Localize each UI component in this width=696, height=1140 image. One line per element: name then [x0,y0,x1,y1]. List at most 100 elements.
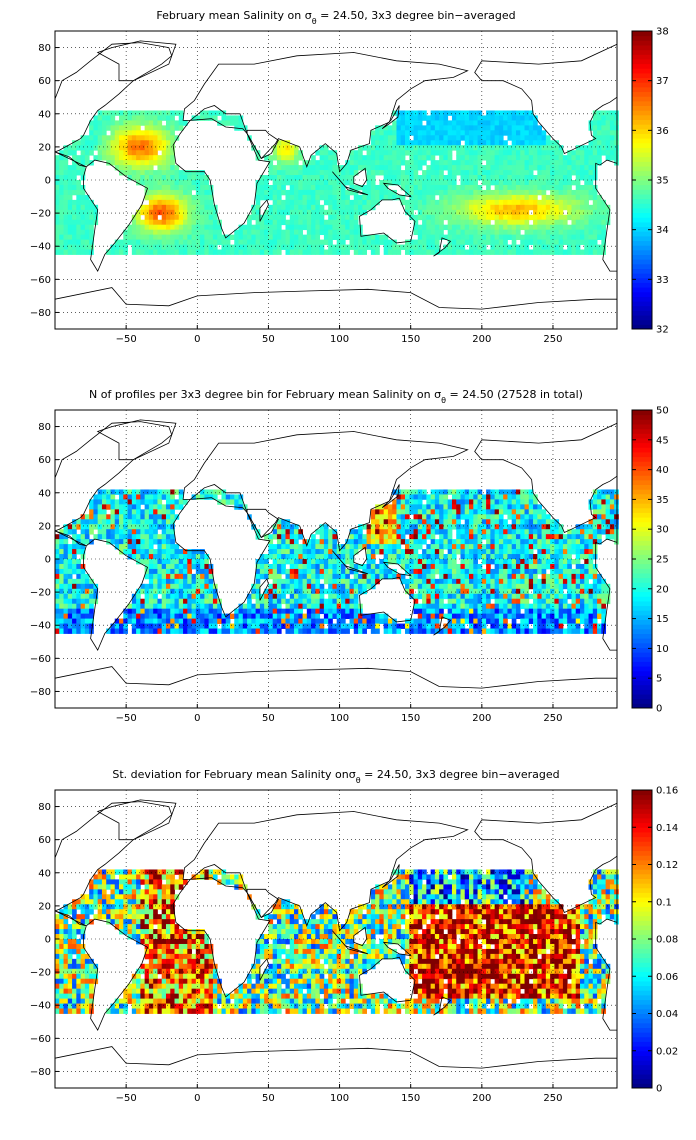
bin-cell [93,155,99,161]
colorbar-segment [632,40,652,46]
bin-cell [114,623,120,629]
bin-cell [511,244,517,250]
bin-cell [477,598,483,605]
bin-cell [328,155,333,161]
bin-cell [127,549,133,555]
bin-cell [353,155,359,161]
bin-cell [195,563,201,570]
bin-cell [157,175,163,181]
bin-cell [114,618,120,624]
bin-cell [67,583,73,590]
bin-cell [469,110,474,116]
bin-cell [72,578,77,585]
bin-cell [392,120,397,126]
bin-cell [486,125,491,131]
bin-cell [251,234,257,240]
bin-cell [417,499,423,505]
bin-cell [477,613,483,619]
bin-cell [392,244,397,250]
bin-cell [426,249,432,255]
bin-cell [76,229,82,236]
bin-cell [238,603,244,610]
bin-cell [67,145,73,151]
bin-cell [165,514,171,520]
bin-cell [588,244,594,250]
bin-cell [413,175,419,181]
bin-cell [119,239,124,245]
bin-cell [473,115,478,121]
bin-cell [165,588,171,595]
bin-cell [332,603,338,610]
bin-cell [345,165,350,171]
bin-cell [434,244,440,250]
bin-cell [306,244,312,250]
bin-cell [114,120,120,126]
bin-cell [72,598,77,605]
bin-cell [187,180,192,186]
bin-cell [319,544,325,550]
bin-cell [183,224,188,231]
bin-cell [268,155,274,161]
colorbar-segment [632,86,652,93]
bin-cell [400,554,406,560]
bin-cell [434,130,440,136]
bin-cell [165,613,171,619]
bin-cell [340,175,346,181]
bin-cell [528,145,534,151]
bin-cell [208,204,214,211]
bin-cell [67,214,73,221]
bin-cell [59,563,64,570]
bin-cell [306,593,312,600]
bin-cell [204,184,210,191]
colorbar-segment [632,100,652,106]
bin-cell [332,608,338,615]
bin-cell [396,628,402,634]
bin-cell [490,489,496,495]
bin-cell [328,160,333,166]
bin-cell [358,199,363,206]
bin-cell [400,160,406,166]
bin-cell [409,563,414,570]
bin-cell [285,549,291,555]
bin-cell [400,514,406,520]
bin-cell [477,549,483,555]
bin-cell [72,588,77,595]
bin-cell [276,219,282,226]
bin-cell [396,110,402,116]
bin-cell [165,539,171,545]
bin-cell [477,534,483,540]
bin-cell [119,160,124,166]
bin-cell [191,234,197,240]
bin-cell [366,524,372,530]
bin-cell [183,549,188,555]
bin-cell [524,244,530,250]
bin-cell [413,618,419,624]
bin-cell [481,120,487,126]
bin-cell [127,613,133,619]
bin-cell [204,613,210,619]
bin-cell [178,239,184,245]
bin-cell [264,244,269,250]
bin-cell [110,160,116,166]
bin-cell [473,110,478,116]
bin-cell [439,559,444,565]
bin-cell [148,150,154,156]
bin-cell [460,618,466,624]
bin-cell [554,194,560,201]
bin-cell [409,554,414,560]
bin-cell [451,563,457,570]
bin-cell [161,145,167,151]
bin-cell [255,598,261,605]
bin-cell [67,150,73,156]
bin-cell [379,524,385,530]
bin-cell [323,568,329,575]
bin-cell [575,229,581,236]
bin-cell [375,135,380,141]
bin-cell [140,115,146,121]
bin-cell [545,194,551,201]
bin-cell [456,110,461,116]
bin-cell [426,115,432,121]
bin-cell [281,175,286,181]
bin-cell [456,189,461,196]
bin-cell [473,184,478,191]
